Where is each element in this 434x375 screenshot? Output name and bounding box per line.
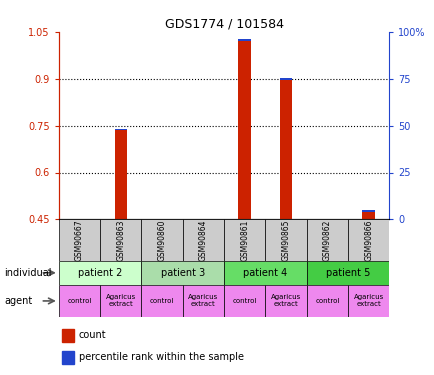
Text: Agaricus
extract: Agaricus extract — [105, 294, 135, 307]
Text: Agaricus
extract: Agaricus extract — [353, 294, 383, 307]
Bar — [141, 261, 224, 285]
Bar — [62, 351, 73, 364]
Text: patient 2: patient 2 — [78, 268, 122, 278]
Bar — [59, 261, 141, 285]
Text: GSM90866: GSM90866 — [363, 219, 372, 261]
Bar — [362, 211, 374, 219]
Bar — [306, 219, 347, 261]
Bar — [265, 219, 306, 261]
Text: GSM90862: GSM90862 — [322, 219, 331, 261]
Text: GSM90865: GSM90865 — [281, 219, 290, 261]
Text: individual: individual — [4, 268, 52, 278]
Bar — [182, 285, 224, 317]
Bar — [141, 285, 182, 317]
Bar — [114, 129, 127, 130]
Bar — [59, 285, 100, 317]
Bar — [59, 219, 100, 261]
Bar — [306, 285, 347, 317]
Text: Agaricus
extract: Agaricus extract — [188, 294, 218, 307]
Text: percentile rank within the sample: percentile rank within the sample — [79, 352, 243, 362]
Text: GSM90861: GSM90861 — [240, 219, 249, 261]
Text: control: control — [149, 298, 174, 304]
Text: Agaricus
extract: Agaricus extract — [270, 294, 300, 307]
Text: control: control — [232, 298, 256, 304]
Title: GDS1774 / 101584: GDS1774 / 101584 — [164, 18, 283, 31]
Text: agent: agent — [4, 296, 33, 306]
Text: GSM90864: GSM90864 — [198, 219, 207, 261]
Bar — [238, 41, 250, 219]
Bar — [182, 219, 224, 261]
Text: GSM90667: GSM90667 — [75, 219, 84, 261]
Bar — [279, 78, 292, 80]
Bar — [100, 219, 141, 261]
Bar — [347, 285, 388, 317]
Text: GSM90860: GSM90860 — [157, 219, 166, 261]
Text: patient 5: patient 5 — [325, 268, 369, 278]
Bar — [224, 285, 265, 317]
Bar — [224, 219, 265, 261]
Bar — [100, 285, 141, 317]
Text: control: control — [67, 298, 92, 304]
Text: patient 4: patient 4 — [243, 268, 287, 278]
Bar — [114, 130, 127, 219]
Bar — [224, 261, 306, 285]
Text: count: count — [79, 330, 106, 340]
Bar — [238, 39, 250, 41]
Bar — [141, 219, 182, 261]
Text: GSM90863: GSM90863 — [116, 219, 125, 261]
Text: patient 3: patient 3 — [160, 268, 204, 278]
Bar — [62, 328, 73, 342]
Bar — [362, 210, 374, 212]
Bar — [279, 80, 292, 219]
Bar — [265, 285, 306, 317]
Text: control: control — [314, 298, 339, 304]
Bar — [306, 261, 388, 285]
Bar — [347, 219, 388, 261]
